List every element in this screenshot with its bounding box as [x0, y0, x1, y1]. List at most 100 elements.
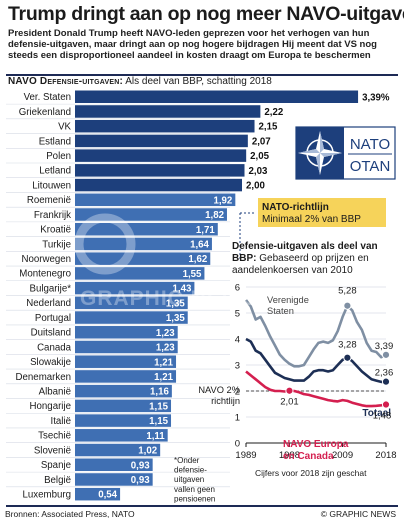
bar-value-label: 1,43 [173, 284, 192, 295]
bar-category-label: Griekenland [19, 107, 71, 118]
bar-category-label: Noorwegen [21, 254, 71, 265]
annotation-marker [381, 350, 391, 359]
y-tick-label: 1 [235, 413, 240, 424]
bar-category-label: Spanje [41, 460, 71, 471]
bar [75, 252, 211, 265]
bar-category-label: Estland [39, 136, 71, 147]
bar-value-label: 1,62 [188, 254, 207, 265]
bar-value-label: 1,21 [154, 357, 173, 368]
bar-category-label: Duitsland [31, 328, 71, 339]
bar [75, 267, 205, 280]
guideline-label: NAVO 2% [198, 385, 240, 395]
line-chart-title: Defensie-uitgaven als deel van BBP: Gebas… [232, 241, 378, 276]
bar [75, 370, 177, 383]
bar [75, 222, 218, 236]
y-tick-label: 5 [235, 309, 240, 320]
bar-category-label: Denemarken [16, 372, 71, 383]
guideline-label: richtlijn [211, 396, 240, 406]
x-tick-label: 2018 [375, 450, 396, 461]
series-label-us: Staten [267, 306, 294, 316]
y-tick-label: 2 [235, 387, 240, 398]
bar-value-label: 2,05 [250, 151, 269, 162]
bar-value-label: 0,93 [131, 475, 150, 486]
line-chart-note: Cijfers voor 2018 zijn geschat [255, 468, 367, 478]
bar [75, 429, 168, 442]
bar-category-label: Slowakije [30, 357, 71, 368]
bar-value-label: 2,22 [264, 107, 283, 118]
series-line [245, 337, 387, 384]
bar-category-label: Nederland [26, 298, 71, 309]
nato-logo-text-top: NATO [350, 136, 390, 153]
bar-value-label: 1,23 [156, 343, 175, 354]
series-label-us: Verenigde [267, 295, 309, 305]
bar [75, 384, 172, 398]
y-tick-label: 3 [235, 361, 240, 372]
series-line [244, 299, 387, 368]
annotation-label: 3,39 [375, 341, 394, 352]
annotation-marker [343, 301, 352, 310]
series-label-europe: en Canada [283, 451, 334, 462]
x-tick-label: 2009 [332, 450, 353, 461]
bar-category-label: Montenegro [19, 269, 71, 280]
bar-category-label: België [44, 475, 71, 486]
bar-value-label: 1,35 [166, 298, 185, 309]
annotation-label: 2,01 [280, 397, 299, 408]
x-tick-label: 1998 [279, 450, 300, 461]
bar [75, 355, 177, 368]
series-label-europe: NAVO Europa [283, 439, 349, 450]
footnote-line: vallen geen [174, 485, 215, 494]
bar-value-label: 1,11 [146, 431, 165, 442]
bar-chart-title-rest: Als deel van BBP, schatting 2018 [123, 76, 272, 87]
footnote-line: pensioenen [174, 494, 215, 503]
bar [75, 237, 212, 251]
bar [75, 487, 121, 501]
line-chart-title-part: BBP: [232, 253, 256, 264]
bar-value-label: 2,07 [252, 136, 271, 147]
bar [75, 458, 153, 471]
bar [75, 473, 153, 486]
bar-category-label: Frankrijk [34, 210, 71, 221]
bar-category-label: Turkije [42, 239, 71, 250]
annotation-label: 3,28 [338, 340, 357, 351]
guideline-box-text: Minimaal 2% van BBP [262, 214, 361, 225]
bar-value-label: 1,71 [196, 225, 215, 236]
line-chart-title-part: Defensie-uitgaven als deel van [232, 241, 378, 252]
bar-category-label: Hongarije [30, 401, 71, 412]
bar [75, 399, 172, 413]
bar-category-label: Italië [51, 416, 71, 427]
guideline-box-title: NATO-richtlijn [262, 202, 329, 213]
bar-value-label: 1,21 [154, 372, 173, 383]
watermark-logo [74, 213, 136, 275]
top-divider [6, 74, 398, 76]
bar-value-label: 1,92 [213, 195, 232, 206]
guideline-box-bg [258, 198, 386, 227]
bar-category-label: Portugal [35, 313, 71, 324]
bar-chart-title-bold: NAVO Defensie-uitgaven: [8, 76, 124, 87]
bar-value-label: 1,23 [156, 328, 175, 339]
nato-logo-star-shade [298, 131, 342, 175]
bar-chart: Ver. Staten 3,39% Griekenland 2,22 VK 2,15 Est… [6, 90, 390, 501]
bar [75, 90, 359, 103]
bar-chart-title: NAVO Defensie-uitgaven: Als deel van BBP… [8, 76, 272, 87]
bar-value-label: 1,82 [205, 210, 224, 221]
series-label-total: Totaal [362, 408, 391, 419]
annotation-label: 1,48 [373, 411, 392, 422]
bar-value-label: 0,54 [98, 490, 117, 501]
bar [75, 311, 188, 324]
annotation-marker [343, 353, 352, 362]
series-line [245, 370, 387, 408]
annotation-marker [381, 400, 391, 409]
bar [75, 414, 172, 427]
bar-category-label: Ver. Staten [24, 92, 71, 103]
bar-category-label: VK [58, 122, 71, 133]
bottom-divider [6, 505, 398, 507]
annotation-label: 5,28 [338, 286, 357, 297]
bar-category-label: Letland [39, 166, 71, 177]
nato-logo: NATO OTAN [295, 126, 396, 180]
footnote-line: defensie- [174, 466, 207, 475]
bar [75, 443, 161, 457]
bar [75, 208, 227, 221]
bar [75, 296, 188, 310]
